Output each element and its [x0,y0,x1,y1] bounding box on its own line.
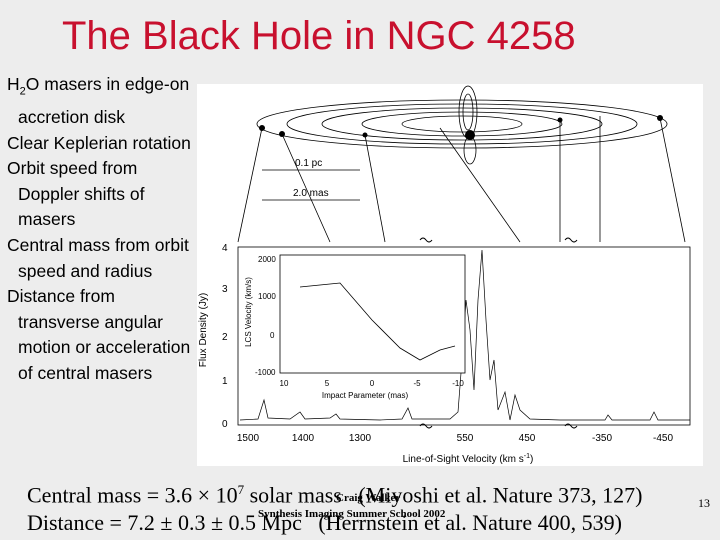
maser-spots [259,115,663,140]
y-tick-label: 0 [222,419,228,430]
x-tick-label: 1400 [292,433,315,444]
text: solar mass (Miyoshi et al. Nature 373, 1… [244,482,643,508]
x-tick-label: 1300 [349,433,372,444]
axis-breaks [419,237,578,429]
y-tick-label: 1 [222,376,228,387]
inset-y-label: LCS Velocity (km/s) [244,277,253,347]
inset-x-tick: 0 [370,379,375,388]
y-tick-label: 2 [222,332,228,343]
disk [237,85,686,243]
subscript: 2 [19,85,26,98]
x-tick-label: -450 [653,433,673,444]
slide-title: The Black Hole in NGC 4258 [62,14,576,58]
bullet: Distance from transverse angular motion … [7,286,191,384]
bullet-text: H [7,74,20,94]
distance-line: Distance = 7.2 ± 0.3 ± 0.5 Mpc (Herrnste… [27,510,622,535]
y-axis-label: Flux Density (Jy) [198,293,209,367]
school: Synthesis Imaging Summer School 2002 [258,508,446,520]
inset-y-tick: -1000 [255,368,276,377]
bullet: H2O masers in edge-on accretion disk [7,72,193,131]
spectrum [239,249,690,421]
superscript: 7 [237,482,245,497]
inset-x-tick: -5 [413,379,421,388]
scale-label: 2.0 mas [293,188,329,199]
page-number: 13 [698,496,710,510]
y-tick-label: 3 [222,284,228,295]
y-tick-label: 4 [222,243,228,254]
rotation-curve [299,282,456,361]
x-tick-label: 450 [519,433,536,444]
x-tick-label: 1500 [237,433,260,444]
x-tick-label: 550 [457,433,474,444]
plot-frame [237,246,691,426]
author: Craig Walker [336,492,401,504]
inset-y-tick: 1000 [258,292,276,301]
inset-y-tick: 2000 [258,255,276,264]
x-axis-label: Line-of-Sight Velocity (km s-1) [403,453,534,465]
label-part: Line-of-Sight Velocity (km s [403,454,524,465]
superscript: -1 [524,453,530,460]
x-tick-label: -350 [592,433,612,444]
label-part: ) [530,454,533,465]
scale-label: 0.1 pc [295,158,322,169]
bullet-list: H2O masers in edge-on accretion disk Cle… [7,72,193,387]
inset-y-tick: 0 [270,331,275,340]
bullet-text: O masers in edge-on accretion disk [18,74,190,128]
text: Central mass = 3.6 × 10 [27,482,238,508]
inset-frame [279,254,466,374]
inset-x-tick: -10 [452,379,464,388]
bullet: Orbit speed from Doppler shifts of maser… [7,158,145,230]
inset-x-label: Impact Parameter (mas) [322,391,409,400]
inset-x-tick: 10 [280,379,289,388]
bullet: Clear Keplerian rotation [7,132,191,153]
inset-x-tick: 5 [325,379,330,388]
mass-line: Central mass = 3.6 × 107 solar mass (Miy… [27,482,642,508]
bullet: Central mass from orbit speed and radius [7,235,189,281]
